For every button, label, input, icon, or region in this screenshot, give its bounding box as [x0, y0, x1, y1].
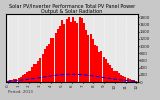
Bar: [63, 24, 65, 82]
Bar: [59, 26, 61, 82]
Bar: [7, 81, 9, 82]
Bar: [135, 81, 137, 82]
Bar: [120, 75, 122, 82]
Bar: [9, 80, 11, 82]
Bar: [11, 80, 13, 82]
Bar: [92, 39, 94, 82]
Bar: [31, 67, 33, 82]
Bar: [87, 35, 89, 82]
Bar: [105, 59, 107, 82]
Bar: [52, 38, 55, 82]
Bar: [116, 71, 118, 82]
Text: Period: 2013: Period: 2013: [8, 90, 33, 94]
Bar: [100, 51, 102, 82]
Bar: [48, 44, 50, 82]
Bar: [129, 79, 131, 82]
Bar: [37, 61, 39, 82]
Bar: [66, 19, 68, 82]
Bar: [61, 20, 63, 82]
Bar: [89, 34, 92, 82]
Bar: [83, 23, 85, 82]
Bar: [79, 17, 81, 82]
Bar: [57, 29, 59, 82]
Bar: [111, 68, 113, 82]
Bar: [35, 64, 37, 82]
Bar: [50, 38, 52, 82]
Bar: [94, 45, 96, 82]
Bar: [22, 75, 24, 82]
Bar: [122, 76, 124, 82]
Bar: [44, 50, 46, 82]
Bar: [72, 17, 74, 82]
Bar: [133, 80, 135, 82]
Bar: [85, 30, 87, 82]
Bar: [55, 33, 57, 82]
Bar: [33, 64, 35, 82]
Bar: [96, 46, 98, 82]
Bar: [124, 77, 126, 82]
Bar: [127, 78, 129, 82]
Bar: [68, 17, 70, 82]
Bar: [131, 80, 133, 82]
Bar: [103, 57, 105, 82]
Bar: [18, 78, 20, 82]
Bar: [109, 65, 111, 82]
Bar: [70, 22, 72, 82]
Bar: [76, 23, 78, 82]
Text: Solar PV/Inverter Performance Total PV Panel Power Output & Solar Radiation: Solar PV/Inverter Performance Total PV P…: [9, 3, 135, 14]
Bar: [81, 18, 83, 82]
Bar: [13, 79, 15, 82]
Bar: [28, 71, 31, 82]
Bar: [74, 21, 76, 82]
Bar: [46, 46, 48, 82]
Bar: [107, 63, 109, 82]
Bar: [20, 77, 22, 82]
Bar: [118, 73, 120, 82]
Bar: [15, 79, 17, 82]
Bar: [39, 58, 41, 82]
Bar: [24, 74, 26, 82]
Bar: [26, 72, 28, 82]
Bar: [98, 52, 100, 82]
Bar: [42, 54, 44, 82]
Bar: [113, 71, 116, 82]
